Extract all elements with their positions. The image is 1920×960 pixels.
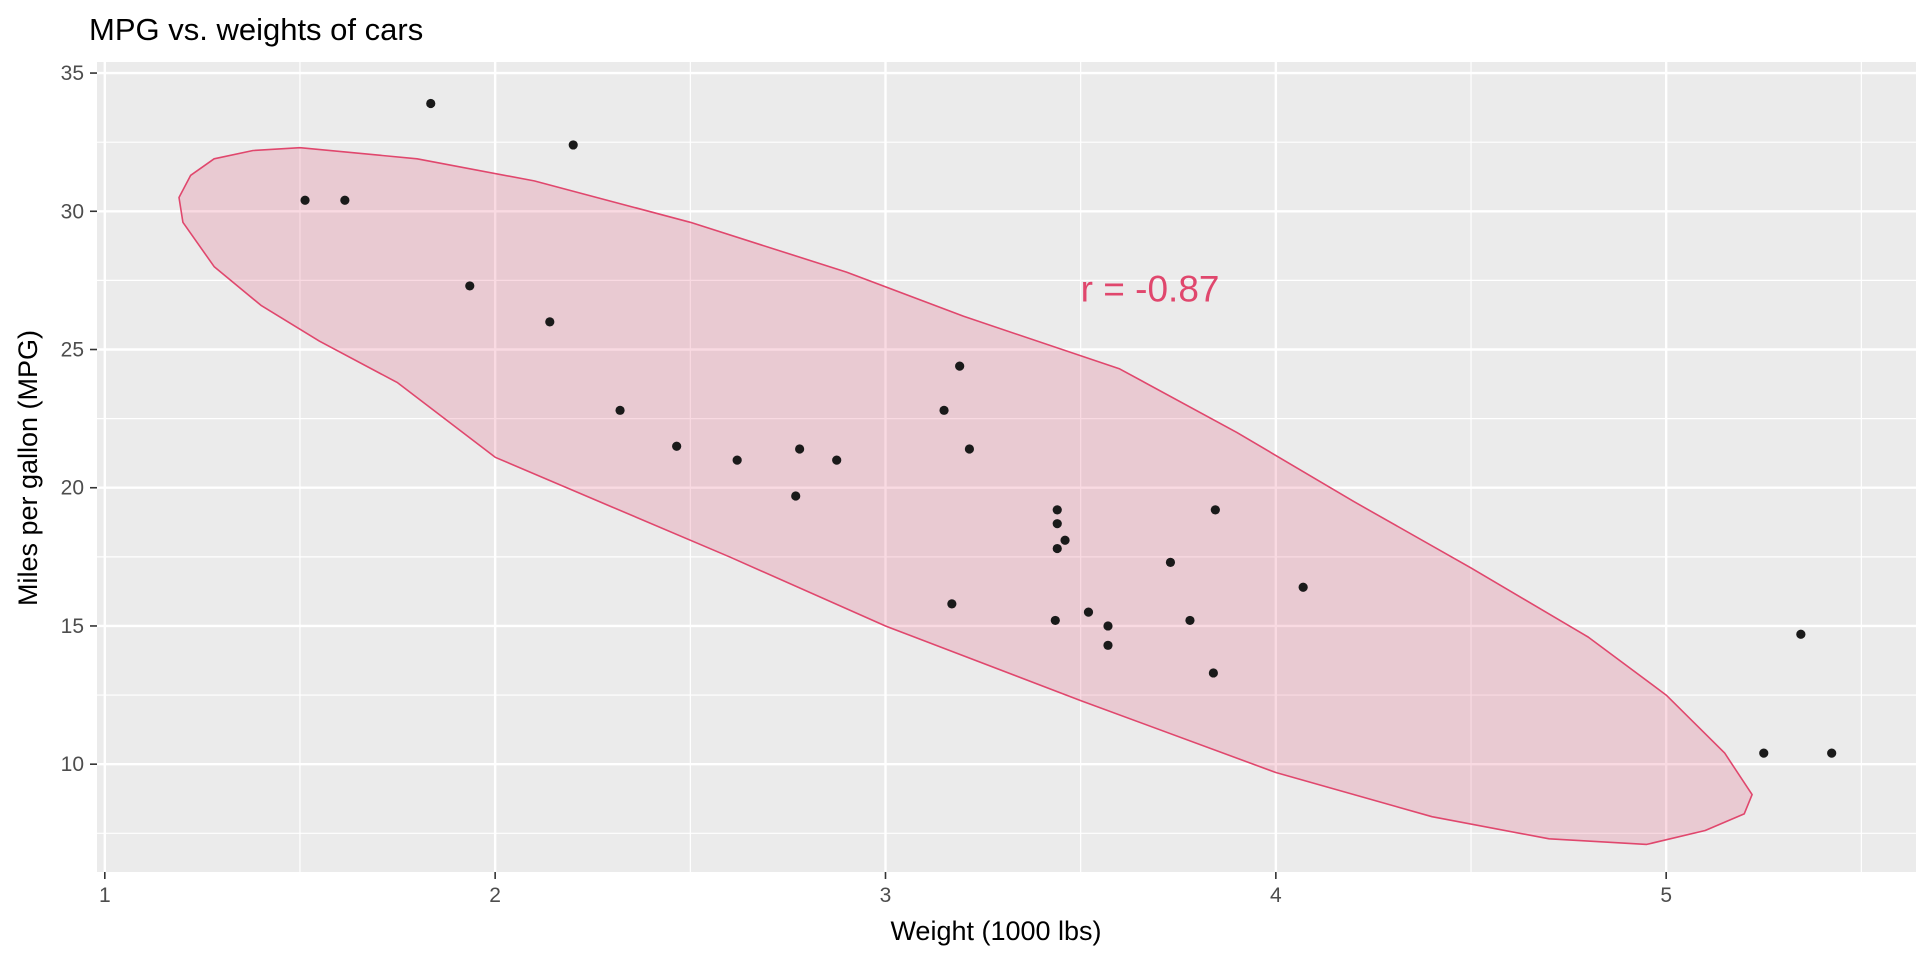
data-point [300,195,310,205]
data-point [1050,615,1060,626]
data-point [1052,505,1062,515]
data-point [1210,505,1220,515]
y-tick-label: 10 [61,753,84,776]
data-point [1083,607,1094,617]
data-point [947,599,957,609]
x-axis-title: Weight (1000 lbs) [890,916,1101,946]
data-point [1827,748,1837,758]
x-tick-label: 2 [489,884,501,907]
data-point [795,444,805,454]
data-point [964,444,975,454]
axis-ticks [90,72,1667,879]
data-point [1052,519,1062,529]
data-point [1759,748,1769,758]
y-tick-label: 35 [61,62,84,85]
y-tick-labels: 10 15 20 25 30 35 [61,62,84,776]
x-tick-label: 5 [1660,884,1672,907]
x-tick-label: 3 [880,884,892,907]
data-point [1060,535,1070,545]
data-point [340,195,350,205]
minor-gridlines [97,62,1916,872]
x-tick-label: 1 [99,884,111,907]
y-tick-label: 25 [61,339,84,362]
data-point [545,317,555,327]
data-point [732,455,742,465]
data-point [1796,629,1806,639]
x-tick-labels: 1 2 3 4 5 [99,884,1672,907]
data-point [1103,640,1113,650]
data-point [615,405,625,415]
data-point [791,491,801,501]
data-point [672,441,682,451]
data-point [1298,582,1308,592]
data-point [832,455,842,465]
data-point [939,405,949,415]
y-axis-title: Miles per gallon (MPG) [13,330,43,606]
data-point [1052,543,1062,554]
y-tick-label: 30 [61,200,84,223]
x-tick-label: 4 [1270,884,1282,907]
data-point [1165,557,1176,567]
data-point [1185,615,1195,626]
y-tick-label: 15 [61,615,84,638]
major-gridlines [97,62,1916,872]
chart-title: MPG vs. weights of cars [89,12,423,47]
data-points [300,98,1837,758]
plot-panel [97,62,1916,872]
confidence-ellipse [178,146,1753,846]
data-point [1103,621,1113,631]
data-point [568,140,578,150]
data-point [1208,668,1218,678]
data-point [426,98,436,109]
data-point [465,281,475,291]
y-tick-label: 20 [61,477,84,500]
data-point [955,361,965,371]
correlation-annotation: r = -0.87 [1081,269,1220,310]
